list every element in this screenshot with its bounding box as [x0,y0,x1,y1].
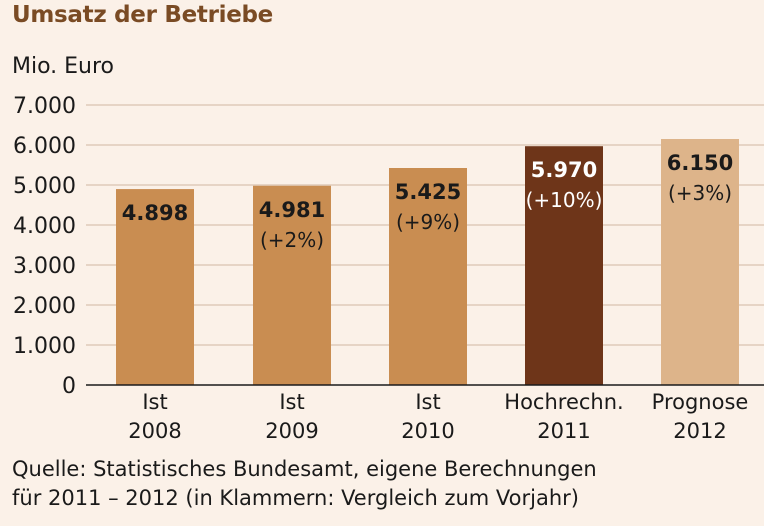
bar [116,189,194,385]
bar [525,146,603,385]
x-category-label: Hochrechn. [504,390,623,414]
source-line-1: Quelle: Statistisches Bundesamt, eigene … [12,457,597,481]
x-category-year: 2012 [673,419,726,443]
y-tick-label: 2.000 [13,294,76,319]
x-category-label: Ist [279,390,304,414]
y-tick-label: 6.000 [13,134,76,159]
y-axis-unit-label: Mio. Euro [12,54,115,79]
source-line-2: für 2011 – 2012 (in Klammern: Vergleich … [12,486,579,510]
x-category-label: Ist [415,390,440,414]
bar-value-label: 4.981 [259,198,325,222]
x-category-year: 2008 [128,419,181,443]
chart-title: Umsatz der Betriebe [12,2,273,28]
bar-value-label: 5.970 [531,158,597,182]
bar-change-label: (+10%) [526,188,603,212]
y-tick-label: 0 [62,374,76,399]
x-category-label: Prognose [652,390,749,414]
bar-value-label: 6.150 [667,151,733,175]
bar [661,139,739,385]
y-tick-label: 3.000 [13,254,76,279]
bar-value-label: 4.898 [122,201,188,225]
y-tick-label: 4.000 [13,214,76,239]
source-note: Quelle: Statistisches Bundesamt, eigene … [12,455,597,513]
x-category-year: 2009 [265,419,318,443]
bar [389,168,467,385]
y-tick-label: 1.000 [13,334,76,359]
bar-value-label: 5.425 [395,180,461,204]
y-tick-label: 7.000 [13,94,76,119]
x-category-year: 2011 [537,419,590,443]
x-category-label: Ist [142,390,167,414]
y-tick-label: 5.000 [13,174,76,199]
bar [253,185,331,385]
bar-change-label: (+9%) [396,210,460,234]
bar-change-label: (+2%) [260,228,324,252]
x-category-year: 2010 [401,419,454,443]
bar-change-label: (+3%) [668,181,732,205]
